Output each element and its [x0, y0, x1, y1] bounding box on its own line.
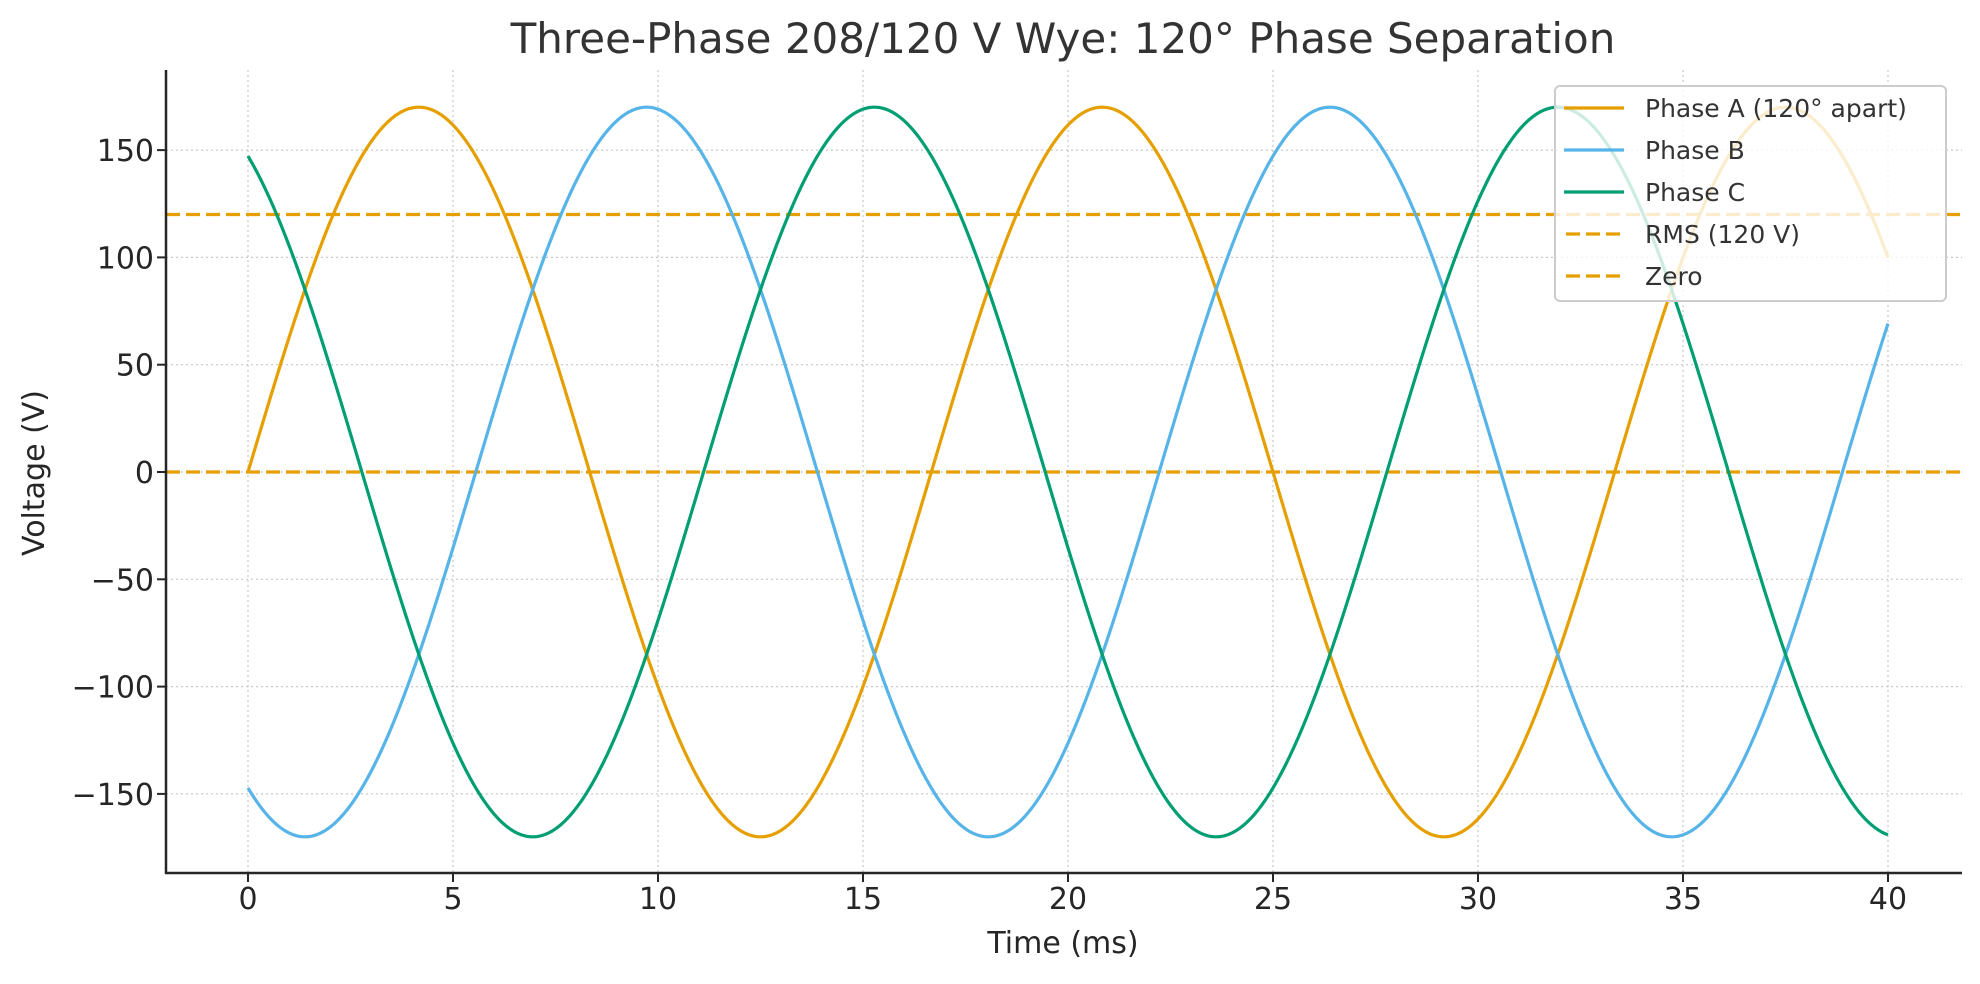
- y-axis-ticks: −150 −100 −50 0 50 100 150: [72, 134, 166, 813]
- legend-label: Zero: [1645, 262, 1703, 291]
- y-tick-label: 50: [116, 349, 154, 384]
- x-tick-label: 5: [443, 882, 462, 917]
- x-tick-label: 40: [1869, 882, 1907, 917]
- legend-label: Phase C: [1645, 178, 1745, 207]
- x-tick-label: 15: [844, 882, 882, 917]
- x-tick-label: 25: [1254, 882, 1292, 917]
- x-tick-label: 35: [1664, 882, 1702, 917]
- legend-item: Zero: [1566, 262, 1703, 291]
- x-tick-label: 10: [639, 882, 677, 917]
- legend-label: RMS (120 V): [1645, 220, 1800, 249]
- x-tick-label: 0: [238, 882, 257, 917]
- legend-item: RMS (120 V): [1566, 220, 1800, 249]
- phase-a-line: [246, 105, 1890, 839]
- chart-title: Three-Phase 208/120 V Wye: 120° Phase Se…: [510, 14, 1616, 63]
- y-tick-label: −100: [72, 671, 154, 706]
- y-tick-label: 100: [97, 241, 154, 276]
- legend-box: [1554, 85, 1947, 302]
- legend-label: Phase B: [1645, 136, 1745, 165]
- y-tick-label: −50: [91, 563, 154, 598]
- x-tick-label: 20: [1049, 882, 1087, 917]
- y-tick-label: 150: [97, 134, 154, 169]
- x-tick-label: 30: [1459, 882, 1497, 917]
- legend-item: Phase B: [1564, 136, 1745, 165]
- phase-b-line: [246, 105, 1890, 839]
- y-tick-label: 0: [135, 456, 154, 491]
- y-tick-label: −150: [72, 778, 154, 813]
- legend: Phase A (120° apart) Phase B Phase C RMS (1…: [1554, 85, 1947, 302]
- x-axis-ticks: 0 5 10 15 20 25 30 35 40: [238, 873, 1907, 917]
- legend-item: Phase C: [1564, 178, 1745, 207]
- legend-item: Phase A (120° apart): [1564, 94, 1907, 123]
- x-axis-label: Time (ms): [986, 926, 1138, 961]
- legend-label: Phase A (120° apart): [1645, 94, 1907, 123]
- y-axis-label: Voltage (V): [17, 390, 52, 556]
